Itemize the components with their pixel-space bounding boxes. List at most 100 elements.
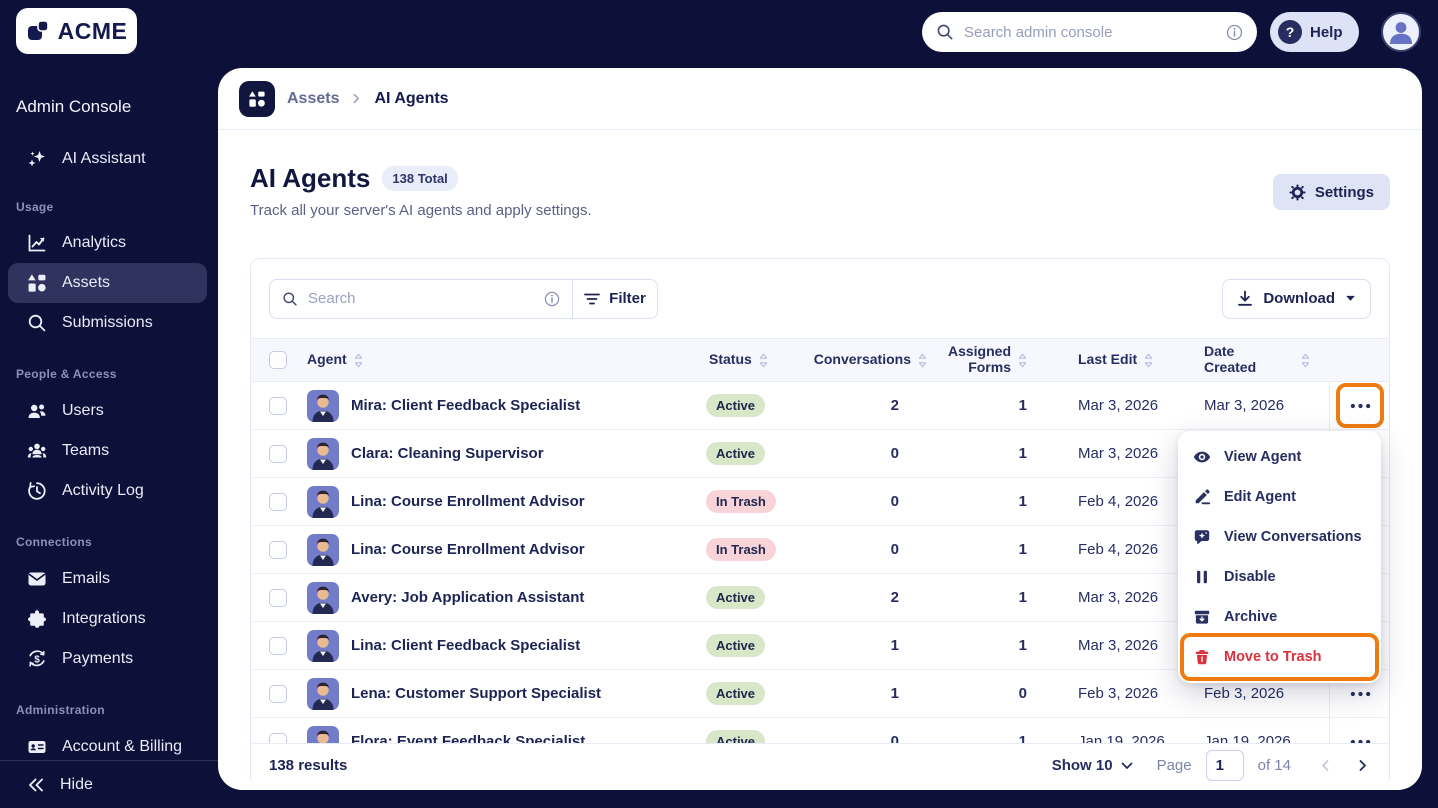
column-label: Assigned Forms [947,343,1011,375]
sort-icon[interactable] [1144,353,1153,368]
help-button[interactable]: ? Help [1270,12,1359,52]
row-checkbox[interactable] [269,684,287,703]
double-chevron-left-icon [29,778,43,791]
table-toolbar: Filter Download [251,259,1389,338]
column-label: Agent [307,351,347,368]
sidebar-item-activity-log[interactable]: Activity Log [8,471,207,511]
sidebar-section-connections: Connections [16,535,92,549]
row-actions-button[interactable] [1344,733,1377,744]
sidebar-item-integrations[interactable]: Integrations [8,599,207,639]
select-all-checkbox[interactable] [269,351,287,369]
info-icon[interactable] [1226,24,1243,41]
page-total: of 14 [1257,757,1291,774]
search-icon [936,23,954,41]
sidebar-item-label: Submissions [62,314,153,331]
brand-logo[interactable]: ACME [16,8,137,54]
user-avatar[interactable] [1381,12,1421,52]
date-created: Jan 19, 2026 [1204,733,1291,743]
breadcrumb-separator-icon [353,93,360,104]
page-size-select[interactable]: Show 10 [1052,757,1133,774]
agent-avatar [307,726,339,744]
sidebar-item-label: Integrations [62,610,146,627]
sidebar-item-teams[interactable]: Teams [8,431,207,471]
row-checkbox[interactable] [269,588,287,607]
table-search-input[interactable] [308,290,534,307]
ellipsis-icon [1350,691,1371,697]
column-header-date-created[interactable]: Date Created [1203,339,1329,381]
download-label: Download [1263,290,1335,307]
sidebar-item-users[interactable]: Users [8,391,207,431]
payments-icon: $ [29,650,45,667]
agent-name[interactable]: Clara: Cleaning Supervisor [351,445,544,462]
agent-name[interactable]: Lena: Customer Support Specialist [351,685,602,702]
sidebar-item-label: Payments [62,650,134,667]
sidebar-item-submissions[interactable]: Submissions [8,303,207,343]
pencil-icon [1195,489,1211,505]
column-header-status[interactable]: Status [697,339,827,381]
menu-item-edit-agent[interactable]: Edit Agent [1184,477,1375,517]
sidebar-item-ai-assistant[interactable]: AI Assistant [8,139,207,179]
filter-label: Filter [609,290,646,307]
settings-button[interactable]: Settings [1272,174,1390,210]
sidebar-item-assets[interactable]: Assets [8,263,207,303]
row-checkbox[interactable] [269,636,287,655]
menu-item-view-agent[interactable]: View Agent [1184,437,1375,477]
menu-item-archive[interactable]: Archive [1184,597,1375,637]
row-checkbox[interactable] [269,540,287,559]
sidebar-item-account-billing[interactable]: Account & Billing [8,727,207,767]
column-header-last-edit[interactable]: Last Edit [1035,339,1203,381]
admin-search-input[interactable] [964,23,1216,41]
info-icon[interactable] [544,291,560,307]
menu-item-label: Move to Trash [1224,649,1322,665]
sidebar-item-label: Users [62,402,104,419]
download-button[interactable]: Download [1222,278,1371,319]
table-row: Lina: Course Enrollment Advisor In Trash… [251,478,1389,526]
row-checkbox[interactable] [269,444,287,463]
breadcrumb-root[interactable]: Assets [287,89,340,107]
sort-icon[interactable] [354,353,363,368]
sort-icon[interactable] [1018,353,1027,368]
column-header-conversations[interactable]: Conversations [814,339,935,381]
column-header-agent[interactable]: Agent [307,339,697,381]
agent-name[interactable]: Mira: Client Feedback Specialist [351,397,581,414]
sparkles-icon [28,151,45,167]
sort-icon[interactable] [1301,353,1310,368]
sidebar-item-emails[interactable]: Emails [8,559,207,599]
row-actions-button[interactable] [1344,397,1377,415]
agent-name[interactable]: Avery: Job Application Assistant [351,589,585,606]
search-icon [282,291,298,307]
agent-name[interactable]: Lina: Course Enrollment Advisor [351,493,585,510]
previous-page-button[interactable] [1317,755,1333,776]
svg-text:$: $ [34,654,40,665]
row-actions-button[interactable] [1344,685,1377,703]
next-page-button[interactable] [1355,755,1371,776]
column-header-assigned-forms[interactable]: Assigned Forms [907,339,1035,381]
date-created: Feb 3, 2026 [1204,685,1285,702]
agent-name[interactable]: Lina: Client Feedback Specialist [351,637,581,654]
filter-button[interactable]: Filter [573,279,657,318]
agent-name[interactable]: Lina: Course Enrollment Advisor [351,541,585,558]
agent-name[interactable]: Flora: Event Feedback Specialist [351,733,586,743]
sidebar-item-analytics[interactable]: Analytics [8,223,207,263]
page-number-input[interactable] [1205,750,1244,781]
assigned-forms-count: 1 [1018,589,1027,606]
row-checkbox[interactable] [269,396,287,415]
gear-icon [1289,184,1306,200]
sidebar-hide-button[interactable]: Hide [0,760,218,808]
status-badge: Active [706,442,766,465]
row-checkbox[interactable] [269,732,287,743]
status-badge: Active [706,634,766,657]
last-edit-date: Feb 4, 2026 [1078,493,1159,510]
table-body: Mira: Client Feedback Specialist Active … [251,382,1389,743]
conversations-count: 2 [890,397,899,414]
activity-clock-icon [28,481,46,500]
menu-item-view-conversations[interactable]: View Conversations [1184,517,1375,557]
question-icon: ? [1278,20,1302,44]
sidebar-item-payments[interactable]: $ Payments [8,639,207,679]
caret-down-icon [1346,295,1355,301]
assigned-forms-count: 1 [1018,733,1027,743]
sort-icon[interactable] [759,353,768,368]
menu-item-move-to-trash[interactable]: Move to Trash [1184,637,1375,677]
row-checkbox[interactable] [269,492,287,511]
menu-item-disable[interactable]: Disable [1184,557,1375,597]
